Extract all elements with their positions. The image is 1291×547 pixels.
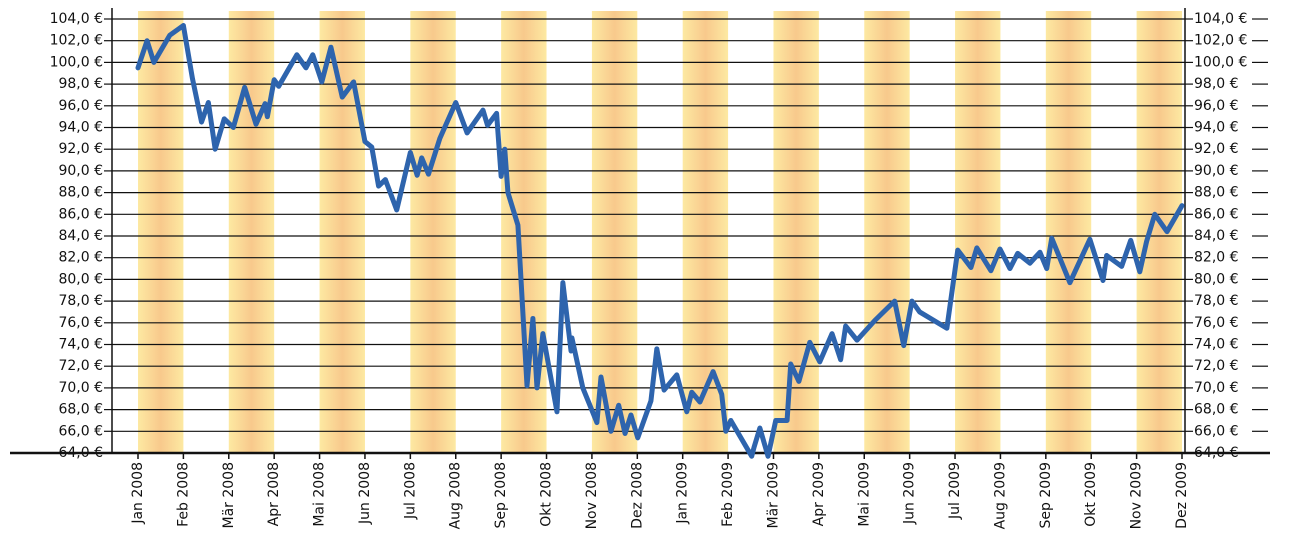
x-tick-label: Okt 2009 <box>1083 462 1099 527</box>
y-tick-label: 78,0 € <box>58 293 103 309</box>
y2-tick-label: 94,0 € <box>1194 120 1239 136</box>
y2-tick-label: 82,0 € <box>1194 250 1239 266</box>
x-tick-label: Feb 2008 <box>175 462 191 527</box>
month-band <box>319 11 365 453</box>
data-line <box>135 23 1185 459</box>
x-tick-label: Aug 2009 <box>992 462 1008 529</box>
x-tick-label: Dez 2008 <box>629 462 645 529</box>
y2-tick-label: 84,0 € <box>1194 228 1239 244</box>
x-tick-label: Jul 2009 <box>947 462 963 520</box>
month-band <box>410 11 456 453</box>
x-tick-label: Mär 2009 <box>765 462 781 529</box>
y2-tick-label: 88,0 € <box>1194 185 1239 201</box>
y2-tick-label: 80,0 € <box>1194 271 1239 287</box>
y-tick-label: 80,0 € <box>58 271 103 287</box>
y-tick-label: 94,0 € <box>58 120 103 136</box>
y2-tick-label: 70,0 € <box>1194 380 1239 396</box>
y-tick-label: 90,0 € <box>58 163 103 179</box>
x-tick-label: Mai 2009 <box>856 462 872 527</box>
y-tick-label: 100,0 € <box>50 54 103 70</box>
y2-tick-label: 78,0 € <box>1194 293 1239 309</box>
y-tick-label: 68,0 € <box>58 402 103 418</box>
x-tick-label: Aug 2008 <box>448 462 464 529</box>
y2-tick-label: 100,0 € <box>1194 54 1247 70</box>
x-tick-label: Apr 2008 <box>266 462 282 526</box>
x-tick-label: Feb 2009 <box>720 462 736 527</box>
x-tick-label: Jun 2008 <box>357 462 373 525</box>
y-tick-label: 84,0 € <box>58 228 103 244</box>
x-tick-label: Mai 2008 <box>312 462 328 527</box>
x-tick-label: Apr 2009 <box>811 462 827 526</box>
y-tick-label: 96,0 € <box>58 98 103 114</box>
y-tick-label: 104,0 € <box>50 11 103 27</box>
y2-tick-label: 96,0 € <box>1194 98 1239 114</box>
month-band <box>138 11 184 453</box>
month-band <box>864 11 910 453</box>
y-tick-label: 72,0 € <box>58 358 103 374</box>
x-tick-label: Jan 2009 <box>675 462 691 525</box>
y-tick-label: 70,0 € <box>58 380 103 396</box>
x-tick-label: Okt 2008 <box>539 462 555 527</box>
y2-tick-label: 90,0 € <box>1194 163 1239 179</box>
y2-tick-label: 72,0 € <box>1194 358 1239 374</box>
y2-tick-label: 76,0 € <box>1194 315 1239 331</box>
y-tick-label: 102,0 € <box>50 33 103 49</box>
month-band <box>1136 11 1182 453</box>
y2-tick-label: 86,0 € <box>1194 206 1239 222</box>
y2-tick-label: 104,0 € <box>1194 11 1247 27</box>
month-band <box>773 11 819 453</box>
y2-tick-label: 68,0 € <box>1194 402 1239 418</box>
y-tick-label: 88,0 € <box>58 185 103 201</box>
x-tick-label: Nov 2008 <box>584 462 600 529</box>
x-tick-label: Jul 2008 <box>402 462 418 520</box>
x-tick-label: Sep 2008 <box>493 462 509 528</box>
y2-tick-label: 74,0 € <box>1194 337 1239 353</box>
y-tick-label: 92,0 € <box>58 141 103 157</box>
x-tick-label: Nov 2009 <box>1129 462 1145 529</box>
y2-tick-label: 92,0 € <box>1194 141 1239 157</box>
y2-tick-label: 66,0 € <box>1194 423 1239 439</box>
x-tick-label: Dez 2009 <box>1174 462 1190 529</box>
y-tick-label: 74,0 € <box>58 337 103 353</box>
y-tick-label: 98,0 € <box>58 76 103 92</box>
month-band <box>501 11 547 453</box>
x-tick-label: Jan 2008 <box>130 462 146 525</box>
x-tick-label: Sep 2009 <box>1038 462 1054 528</box>
x-tick-label: Mär 2008 <box>221 462 237 529</box>
y-tick-label: 66,0 € <box>58 423 103 439</box>
y-tick-label: 86,0 € <box>58 206 103 222</box>
y-tick-label: 76,0 € <box>58 315 103 331</box>
y2-tick-label: 98,0 € <box>1194 76 1239 92</box>
month-band <box>955 11 1001 453</box>
y-tick-label: 82,0 € <box>58 250 103 266</box>
month-band <box>1045 11 1092 453</box>
x-tick-label: Jun 2009 <box>902 462 918 525</box>
month-band <box>228 11 275 453</box>
y2-tick-label: 102,0 € <box>1194 33 1247 49</box>
